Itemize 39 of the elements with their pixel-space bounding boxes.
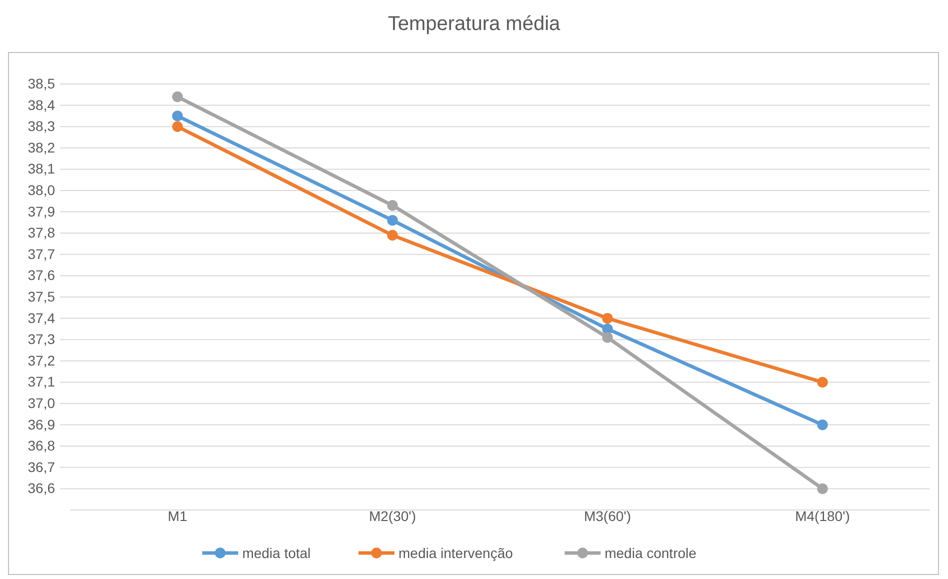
y-tick-label: 37,1 <box>28 374 56 390</box>
point <box>817 376 828 388</box>
point <box>602 332 613 343</box>
y-tick-label: 38,5 <box>28 75 56 92</box>
y-tick-label: 37,6 <box>28 267 56 284</box>
y-tick-label: 36,9 <box>28 416 56 432</box>
legend-label: media controle <box>604 545 697 561</box>
y-tick-label: 38,2 <box>28 139 56 156</box>
point <box>817 419 828 430</box>
x-tick-label: M2(30') <box>368 508 416 524</box>
point <box>387 214 398 226</box>
y-tick-label: 38,3 <box>28 118 56 134</box>
y-tick-label: 37,5 <box>28 288 56 304</box>
x-tick-label: M4(180') <box>795 508 850 524</box>
y-tick-label: 36,7 <box>28 458 56 475</box>
y-tick-label: 36,6 <box>28 480 56 496</box>
y-tick-label: 38,0 <box>28 182 56 198</box>
x-tick-label: M3(60') <box>584 508 632 524</box>
legend-label: media intervenção <box>398 545 514 561</box>
point <box>172 121 183 132</box>
point <box>817 483 828 494</box>
y-tick-label: 38,4 <box>28 96 56 113</box>
point <box>387 200 398 211</box>
x-tick-label: M1 <box>168 508 188 524</box>
y-tick-label: 36,8 <box>28 438 56 454</box>
y-tick-label: 37,2 <box>28 352 56 368</box>
y-tick-label: 37,0 <box>28 394 56 411</box>
y-tick-label: 37,4 <box>28 310 56 326</box>
y-tick-label: 38,1 <box>28 160 56 177</box>
point <box>172 110 183 122</box>
y-tick-label: 37,7 <box>28 246 56 262</box>
y-tick-label: 37,8 <box>28 224 56 241</box>
legend-label: media total <box>242 545 311 561</box>
point <box>172 91 183 102</box>
y-tick-label: 37,9 <box>28 203 56 220</box>
point <box>602 312 613 324</box>
chart-title: Temperatura média <box>388 13 562 35</box>
point <box>387 230 398 241</box>
y-tick-label: 37,3 <box>28 331 56 348</box>
